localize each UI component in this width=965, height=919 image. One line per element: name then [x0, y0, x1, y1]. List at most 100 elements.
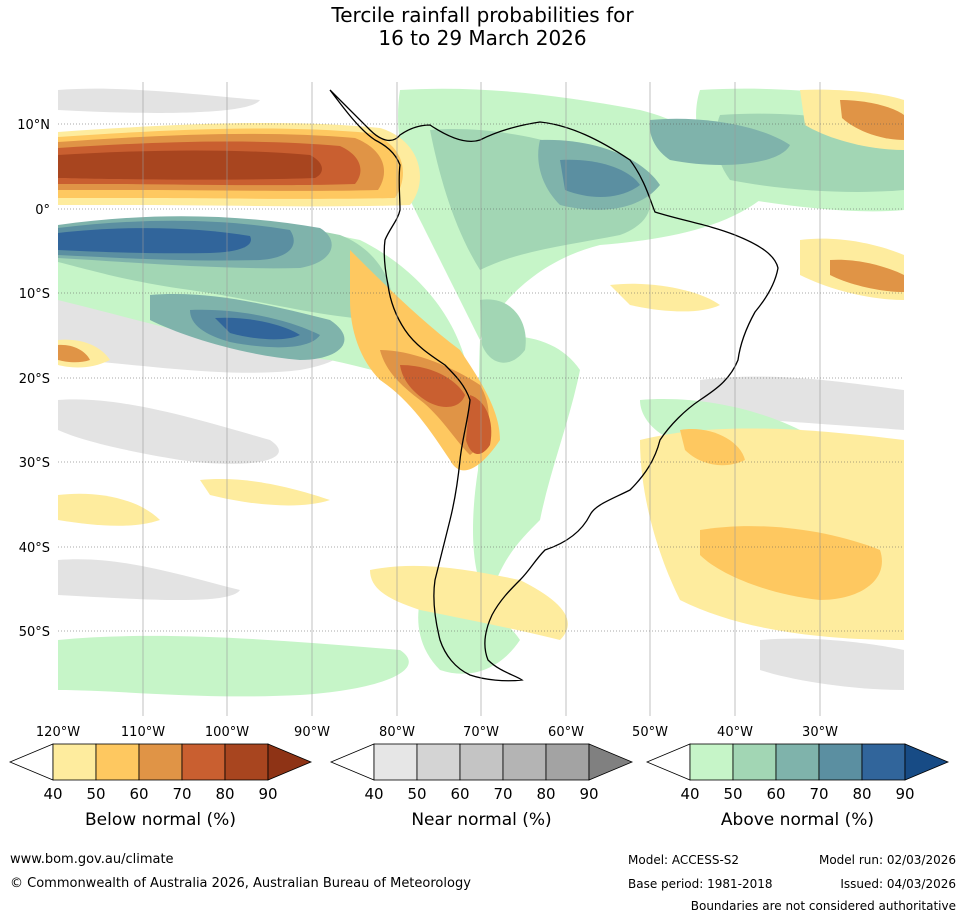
below-colorbar-segment — [95, 743, 140, 781]
above-normal-patch — [560, 159, 640, 197]
below-normal-patch — [58, 150, 322, 180]
title-line-1: Tercile rainfall probabilities for — [331, 3, 634, 27]
map-panel — [58, 82, 904, 716]
disclaimer-text: Boundaries are not considered authoritat… — [690, 899, 956, 913]
below-normal-patch — [830, 259, 904, 292]
below-colorbar-segment — [224, 743, 269, 781]
below-colorbar-tick: 80 — [215, 785, 234, 803]
near-colorbar-tick: 60 — [450, 785, 469, 803]
below-normal-patch — [58, 344, 90, 363]
above-normal-patch — [58, 228, 251, 254]
below-normal-patch — [680, 429, 745, 466]
lat-label: 0° — [35, 203, 50, 218]
near-normal-patch — [58, 399, 279, 464]
below-colorbar-tick: 60 — [129, 785, 148, 803]
above-normal-patch — [473, 336, 580, 600]
below-normal-patch — [700, 526, 882, 600]
latitude-labels: 10°N 0° 10°S 20°S 30°S 40°S 50°S — [17, 118, 50, 640]
below-colorbar-tick: 90 — [258, 785, 277, 803]
below-normal-patch — [610, 283, 720, 312]
meridians — [142, 82, 821, 716]
near-colorbar-high-extend — [588, 743, 634, 781]
below-colorbar-segment — [138, 743, 183, 781]
colorbar-above-normal: 40 50 60 70 80 90 Above normal (%) — [645, 743, 950, 830]
near-normal-patch — [58, 559, 240, 600]
above-normal-patch — [58, 635, 409, 697]
below-normal-patch — [400, 365, 465, 407]
near-colorbar-tick: 90 — [579, 785, 598, 803]
below-normal-patch — [840, 100, 904, 140]
lat-label: 10°N — [17, 118, 50, 133]
near-colorbar-segment — [459, 743, 504, 781]
below-colorbar-tick: 70 — [172, 785, 191, 803]
above-colorbar-segment — [732, 743, 777, 781]
map-title: Tercile rainfall probabilities for 16 to… — [0, 4, 965, 50]
lat-label: 20°S — [19, 372, 50, 387]
above-colorbar-segment — [775, 743, 820, 781]
below-normal-patch — [466, 395, 492, 455]
below-colorbar-title: Below normal (%) — [85, 810, 236, 830]
above-colorbar-tick: 60 — [766, 785, 785, 803]
below-colorbar-tick: 50 — [86, 785, 105, 803]
colorbar-near-normal: 40 50 60 70 80 90 Near normal (%) — [329, 743, 634, 830]
lat-label: 50°S — [19, 625, 50, 640]
near-normal-patch — [760, 638, 904, 690]
model-run-text: Model run: 02/03/2026 — [818, 853, 956, 867]
near-colorbar-tick: 70 — [493, 785, 512, 803]
above-colorbar-segment — [861, 743, 906, 781]
below-colorbar-segment — [52, 743, 97, 781]
above-colorbar-segment — [818, 743, 863, 781]
copyright-text: © Commonwealth of Australia 2026, Austra… — [10, 876, 471, 891]
above-colorbar-segment — [689, 743, 734, 781]
lon-label: 50°W — [632, 725, 668, 740]
above-colorbar-tick: 70 — [809, 785, 828, 803]
near-colorbar-segment — [502, 743, 547, 781]
lon-label: 70°W — [463, 725, 499, 740]
above-colorbar-title: Above normal (%) — [721, 810, 874, 830]
near-colorbar-tick: 40 — [364, 785, 383, 803]
lon-label: 60°W — [548, 725, 584, 740]
base-period-text: Base period: 1981-2018 — [628, 877, 773, 891]
colorbar-below-normal: 40 50 60 70 80 90 Below normal (%) — [8, 743, 313, 830]
above-normal-patch — [215, 317, 300, 340]
lat-label: 40°S — [19, 541, 50, 556]
title-line-2: 16 to 29 March 2026 — [378, 26, 587, 50]
above-colorbar-low-extend — [645, 743, 691, 781]
lon-label: 120°W — [36, 725, 80, 740]
near-colorbar-segment — [373, 743, 418, 781]
below-normal-patch — [370, 565, 568, 640]
near-colorbar-segment — [545, 743, 590, 781]
below-colorbar-low-extend — [8, 743, 54, 781]
lat-label: 10°S — [19, 287, 50, 302]
near-colorbar-low-extend — [329, 743, 375, 781]
below-colorbar-tick: 40 — [43, 785, 62, 803]
lon-label: 100°W — [205, 725, 249, 740]
lon-label: 80°W — [379, 725, 415, 740]
above-colorbar-tick: 80 — [852, 785, 871, 803]
below-colorbar-segment — [181, 743, 226, 781]
near-colorbar-segment — [416, 743, 461, 781]
lon-label: 40°W — [717, 725, 753, 740]
lon-label: 110°W — [121, 725, 165, 740]
above-normal-patch — [480, 299, 526, 363]
probability-field — [58, 88, 904, 697]
near-colorbar-tick: 50 — [407, 785, 426, 803]
near-normal-patch — [58, 88, 260, 113]
issued-text: Issued: 04/03/2026 — [840, 877, 956, 891]
near-colorbar-title: Near normal (%) — [411, 810, 551, 830]
above-colorbar-tick: 90 — [895, 785, 914, 803]
model-text: Model: ACCESS-S2 — [628, 853, 740, 867]
lon-label: 30°W — [802, 725, 838, 740]
below-normal-patch — [200, 479, 330, 506]
lon-label: 90°W — [294, 725, 330, 740]
above-colorbar-high-extend — [904, 743, 950, 781]
above-colorbar-tick: 40 — [680, 785, 699, 803]
below-normal-patch — [58, 493, 160, 526]
website-link[interactable]: www.bom.gov.au/climate — [10, 852, 174, 867]
near-colorbar-tick: 80 — [536, 785, 555, 803]
lat-label: 30°S — [19, 456, 50, 471]
below-colorbar-high-extend — [267, 743, 313, 781]
above-colorbar-tick: 50 — [723, 785, 742, 803]
above-normal-patch — [649, 118, 790, 165]
